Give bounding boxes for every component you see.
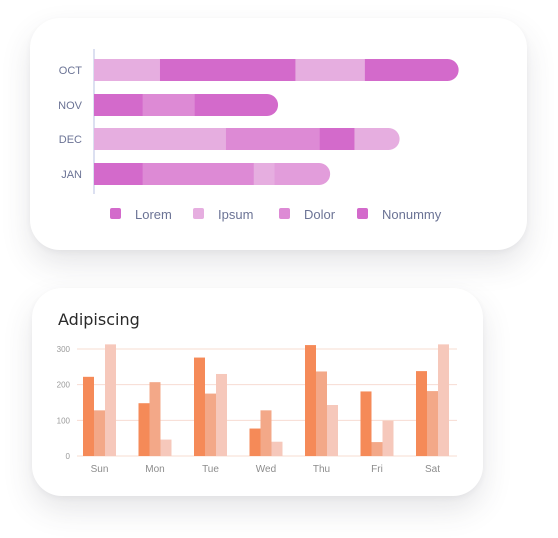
- y-tick-label: 200: [57, 381, 71, 390]
- x-tick-label: Wed: [256, 464, 276, 475]
- bar-segment: [364, 59, 459, 81]
- horizontal-bar-chart: OCT NOV DEC JAN Lorem Ipsum Dolor Nonummy: [58, 49, 459, 222]
- data-bar: [416, 371, 427, 456]
- bar-segment: [253, 163, 276, 185]
- data-bar: [438, 344, 449, 456]
- data-bar: [260, 410, 272, 456]
- x-tick-label: Sun: [91, 464, 109, 475]
- y-tick-label: 0: [66, 452, 71, 461]
- data-bar: [327, 404, 338, 456]
- data-bar: [205, 393, 216, 456]
- stacked-bar: [94, 128, 400, 150]
- data-bar: [160, 439, 172, 456]
- category-label: DEC: [59, 134, 82, 146]
- bar-segment: [94, 59, 161, 81]
- x-tick-label: Fri: [371, 464, 383, 475]
- bar-segment: [142, 94, 196, 116]
- bar-segment: [225, 128, 321, 150]
- bar-segment: [274, 163, 331, 185]
- bar-segment: [194, 94, 279, 116]
- data-bar: [194, 357, 205, 456]
- bar-segment: [94, 163, 144, 185]
- bar-segment: [295, 59, 366, 81]
- chart-title: Adipiscing: [58, 310, 140, 329]
- bar-segment: [319, 128, 355, 150]
- bar-segment: [94, 94, 144, 116]
- legend-swatch: [279, 208, 290, 219]
- data-bar: [360, 391, 372, 456]
- bar-segment: [159, 59, 296, 81]
- data-bar: [149, 382, 161, 456]
- legend-swatch: [110, 208, 121, 219]
- bar-segment: [142, 163, 255, 185]
- stacked-bar: [94, 94, 279, 116]
- x-tick-label: Sat: [425, 464, 440, 475]
- legend-label: Ipsum: [218, 207, 253, 222]
- stacked-bar: [94, 59, 459, 81]
- data-bar: [271, 441, 283, 456]
- category-label: NOV: [58, 100, 83, 112]
- vertical-bar-chart-card: Adipiscing 0 100 200 300 Sun Mon Tue Wed Thu Fri S…: [32, 288, 483, 496]
- legend-label: Dolor: [304, 207, 336, 222]
- y-tick-label: 300: [57, 345, 71, 354]
- legend-swatch: [193, 208, 204, 219]
- data-bar: [105, 344, 116, 456]
- stacked-bar: [94, 163, 331, 185]
- data-bar: [316, 371, 327, 456]
- legend-swatch: [357, 208, 368, 219]
- data-bar: [216, 373, 227, 456]
- data-bar: [382, 420, 394, 456]
- vertical-bar-chart: 0 100 200 300 Sun Mon Tue Wed Thu Fri Sat: [57, 344, 457, 475]
- x-tick-label: Thu: [313, 464, 330, 475]
- data-bar: [305, 345, 316, 456]
- data-bar: [138, 403, 150, 456]
- legend-label: Lorem: [135, 207, 172, 222]
- data-bar: [371, 442, 383, 456]
- y-tick-label: 100: [57, 416, 71, 425]
- legend-label: Nonummy: [382, 207, 442, 222]
- data-bar: [83, 376, 94, 456]
- data-bar: [94, 410, 105, 456]
- bar-segment: [354, 128, 400, 150]
- category-label: JAN: [61, 169, 82, 181]
- data-bar: [427, 391, 438, 456]
- category-label: OCT: [59, 65, 83, 77]
- x-tick-label: Tue: [202, 464, 219, 475]
- x-tick-label: Mon: [145, 464, 164, 475]
- bar-segment: [94, 128, 227, 150]
- data-bar: [249, 428, 261, 456]
- horizontal-bar-chart-card: OCT NOV DEC JAN Lorem Ipsum Dolor Nonummy: [30, 18, 527, 250]
